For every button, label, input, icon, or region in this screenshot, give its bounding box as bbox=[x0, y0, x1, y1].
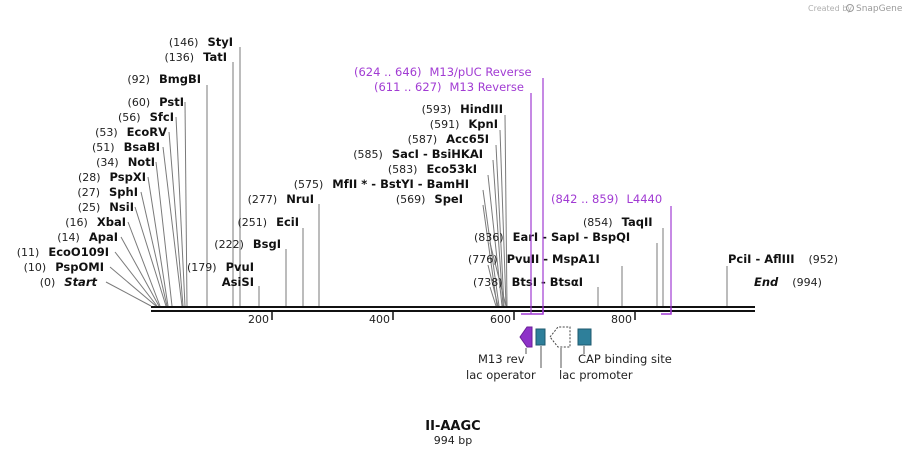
site-label[interactable]: (277) NruI bbox=[248, 192, 314, 206]
lac-operator-feature[interactable] bbox=[535, 328, 546, 346]
created-by-label: Created by bbox=[808, 4, 852, 13]
site-label[interactable]: (25) NsiI bbox=[78, 200, 134, 214]
site-label[interactable]: (583) Eco53kI bbox=[388, 162, 477, 176]
ruler-tick-label: 400 bbox=[369, 313, 390, 326]
primer-label[interactable]: (842 .. 859) L4440 bbox=[551, 192, 662, 206]
site-label[interactable]: End (994) bbox=[754, 275, 822, 289]
left-site-labels: (0) Start (10) PspOMI (11) EcoO109I (14) Apa… bbox=[17, 35, 503, 289]
ruler: 200 400 600 800 bbox=[248, 312, 636, 326]
site-label[interactable]: (51) BsaBI bbox=[92, 140, 160, 154]
site-label[interactable]: (34) NotI bbox=[96, 155, 155, 169]
site-label[interactable]: (251) EciI bbox=[238, 215, 300, 229]
site-label[interactable]: (10) PspOMI bbox=[24, 260, 104, 274]
site-label[interactable]: (136) TatI bbox=[165, 50, 228, 64]
feature-label: CAP binding site bbox=[578, 352, 672, 366]
sequence-length: 994 bp bbox=[434, 434, 472, 447]
ruler-tick-label: 200 bbox=[248, 313, 269, 326]
site-label[interactable]: (0) Start bbox=[40, 275, 98, 289]
site-label[interactable]: (60) PstI bbox=[128, 95, 184, 109]
site-label[interactable]: (27) SphI bbox=[77, 185, 138, 199]
site-leader-lines bbox=[105, 47, 728, 307]
site-label[interactable]: (146) StyI bbox=[169, 35, 233, 49]
site-label[interactable]: (591) KpnI bbox=[430, 117, 498, 131]
ruler-tick-label: 800 bbox=[611, 313, 632, 326]
feature-label: lac operator bbox=[466, 368, 536, 382]
features: M13 rev lac operator lac promoter CAP bi… bbox=[466, 326, 672, 382]
right-site-labels: (836) EarI - SapI - BspQI (776) PvuII - Ms… bbox=[468, 215, 838, 289]
site-label[interactable]: (854) TaqII bbox=[583, 215, 653, 229]
site-label[interactable]: (593) HindIII bbox=[422, 102, 503, 116]
site-label[interactable]: (179) PvuI bbox=[187, 260, 254, 274]
ruler-tick-label: 600 bbox=[490, 313, 511, 326]
site-label[interactable]: AsiSI bbox=[222, 275, 254, 289]
site-label[interactable]: (28) PspXI bbox=[78, 170, 146, 184]
primer-label[interactable]: (624 .. 646) M13/pUC Reverse bbox=[354, 65, 532, 79]
site-label[interactable]: (14) ApaI bbox=[57, 230, 118, 244]
m13-rev-feature-arrow[interactable] bbox=[519, 326, 533, 348]
site-label[interactable]: (53) EcoRV bbox=[95, 125, 167, 139]
site-label[interactable]: (575) MfII * - BstYI - BamHI bbox=[294, 177, 469, 191]
feature-label: lac promoter bbox=[559, 368, 633, 382]
lac-promoter-feature-arrow[interactable] bbox=[549, 326, 571, 348]
map-title: II-AAGC bbox=[425, 419, 480, 434]
site-label[interactable]: (836) EarI - SapI - BspQI bbox=[474, 230, 630, 244]
site-label[interactable]: (569) SpeI bbox=[396, 192, 463, 206]
site-label[interactable]: (587) Acc65I bbox=[408, 132, 489, 146]
site-label[interactable]: PciI - AflIII (952) bbox=[728, 252, 838, 266]
site-label[interactable]: (738) BtsI - BtsαI bbox=[473, 275, 583, 289]
site-label[interactable]: (56) SfcI bbox=[118, 110, 174, 124]
cap-binding-site-feature[interactable] bbox=[577, 328, 592, 346]
site-label[interactable]: (585) SacI - BsiHKAI bbox=[353, 147, 483, 161]
site-label[interactable]: (92) BmgBI bbox=[127, 72, 201, 86]
site-label[interactable]: (776) PvuII - MspA1I bbox=[468, 252, 600, 266]
site-label[interactable]: (11) EcoO109I bbox=[17, 245, 109, 259]
snapgene-brand: SnapGene bbox=[856, 4, 903, 14]
dna-backbone bbox=[151, 306, 755, 312]
site-label[interactable]: (222) BsgI bbox=[214, 237, 281, 251]
feature-label: M13 rev bbox=[478, 352, 525, 366]
site-label[interactable]: (16) XbaI bbox=[65, 215, 126, 229]
primer-label[interactable]: (611 .. 627) M13 Reverse bbox=[374, 80, 524, 94]
primers: (624 .. 646) M13/pUC Reverse (611 .. 627)… bbox=[354, 65, 672, 315]
snapgene-logo-icon bbox=[846, 4, 854, 12]
